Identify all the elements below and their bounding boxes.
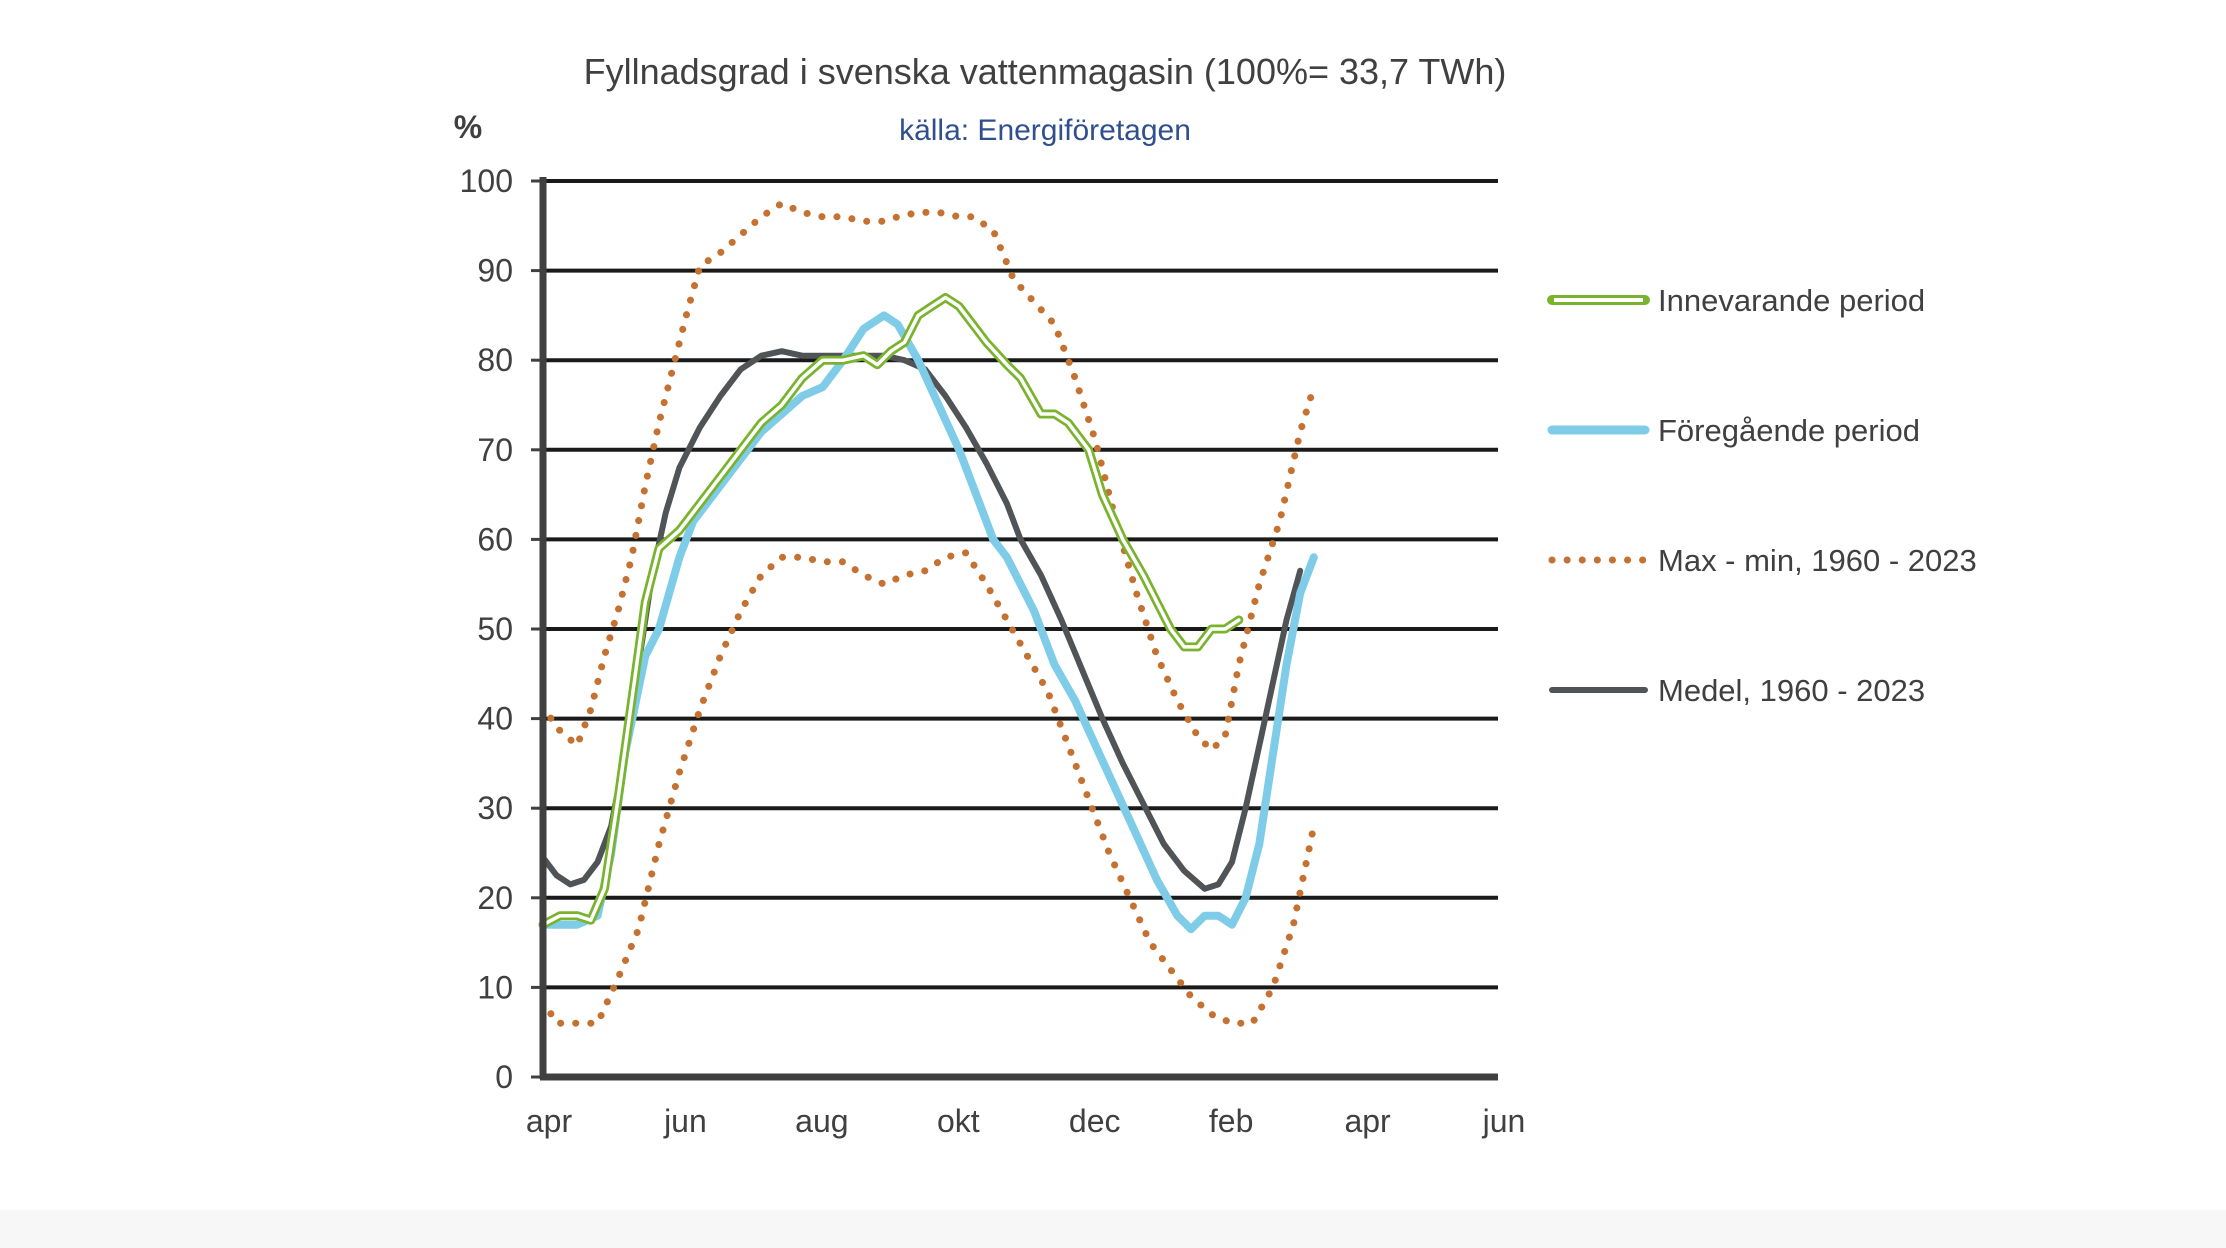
series-3 [539, 199, 1318, 754]
y-axis-label: % [454, 109, 482, 145]
x-tick-label-2: aug [795, 1103, 848, 1139]
y-tick-label-40: 40 [477, 701, 513, 737]
y-tick-label-70: 70 [477, 432, 513, 468]
y-tick-label-80: 80 [477, 342, 513, 378]
y-tick-labels: 0 10 20 30 40 50 60 70 80 90 100 [460, 163, 513, 1095]
x-tick-label-7: jun [1482, 1103, 1526, 1139]
chart-subtitle: källa: Energiföretagen [899, 114, 1191, 147]
x-tick-labels: apr jun aug okt dec feb apr jun [526, 1103, 1525, 1139]
x-tick-label-5: feb [1209, 1103, 1253, 1139]
legend-item-3: Medel, 1960 - 2023 [1549, 673, 1925, 708]
y-tick-label-100: 100 [460, 163, 513, 199]
legend-item-1: Föregående period [1547, 413, 1920, 448]
series-1 [539, 311, 1318, 934]
y-tick-label-90: 90 [477, 253, 513, 289]
y-tick-label-20: 20 [477, 880, 513, 916]
series-line [539, 549, 1318, 1027]
series-line [539, 199, 1318, 754]
legend-label: Innevarande period [1658, 283, 1925, 318]
y-tick-label-60: 60 [477, 521, 513, 557]
legend-item-0: Innevarande period [1547, 283, 1925, 318]
y-tick-label-30: 30 [477, 790, 513, 826]
legend-label: Max - min, 1960 - 2023 [1658, 543, 1977, 578]
chart-title: Fyllnadsgrad i svenska vattenmagasin (10… [584, 51, 1507, 92]
y-tick-label-10: 10 [477, 969, 513, 1005]
bottom-strip [0, 1210, 2226, 1248]
x-tick-label-3: okt [937, 1103, 980, 1139]
legend-label: Föregående period [1658, 413, 1920, 448]
y-tick-label-50: 50 [477, 611, 513, 647]
x-tick-label-1: jun [663, 1103, 707, 1139]
y-tick-label-0: 0 [495, 1059, 513, 1095]
series-lines [538, 199, 1318, 1027]
series-4 [539, 549, 1318, 1027]
series-line [539, 311, 1318, 934]
legend-item-2: Max - min, 1960 - 2023 [1548, 543, 1977, 578]
x-tick-label-4: dec [1069, 1103, 1121, 1139]
series-line-inner [541, 295, 1241, 927]
axes [531, 177, 1498, 1081]
x-tick-label-6: apr [1344, 1103, 1391, 1139]
x-tick-label-0: apr [526, 1103, 573, 1139]
legend: Innevarande period Föregående period Max -… [1547, 283, 1977, 708]
series-0 [538, 293, 1244, 930]
legend-label: Medel, 1960 - 2023 [1658, 673, 1925, 708]
